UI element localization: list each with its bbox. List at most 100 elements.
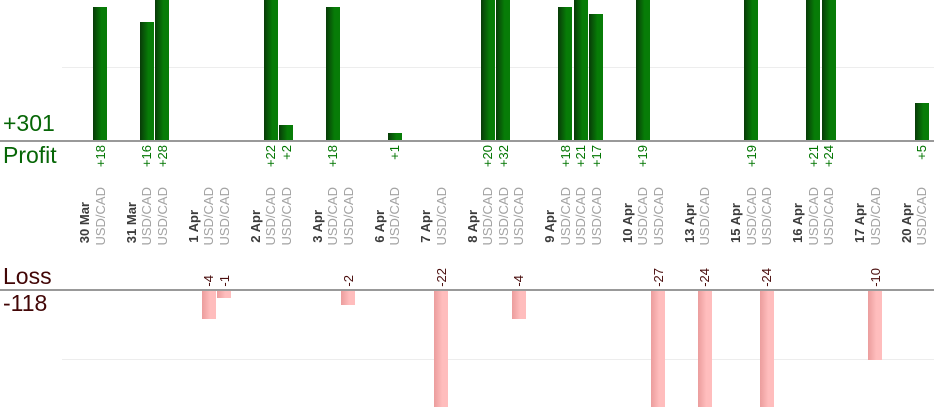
date-label: 1 Apr xyxy=(185,210,201,243)
profit-value-label: +19 xyxy=(743,145,759,168)
instrument-label: USD/CAD xyxy=(201,187,217,246)
loss-value-label: -2 xyxy=(340,275,356,287)
profit-bar xyxy=(744,0,759,140)
profit-bar xyxy=(387,132,402,140)
loss-value-label: -24 xyxy=(697,268,713,287)
profit-value-label: +24 xyxy=(821,145,837,168)
instrument-label: USD/CAD xyxy=(511,187,527,246)
profit-value-label: +20 xyxy=(480,145,496,168)
loss-value-label: -1 xyxy=(216,275,232,287)
date-label: 7 Apr xyxy=(418,210,434,243)
date-label: 6 Apr xyxy=(371,210,387,243)
profit-axis-line xyxy=(0,140,934,142)
profit-bar xyxy=(558,6,573,140)
date-label: 10 Apr xyxy=(619,203,635,243)
profit-total-value: +301 xyxy=(3,110,55,136)
loss-value-label: -4 xyxy=(201,275,217,287)
instrument-label: USD/CAD xyxy=(278,187,294,246)
instrument-label: USD/CAD xyxy=(154,187,170,246)
loss-value-label: -24 xyxy=(759,268,775,287)
instrument-label: USD/CAD xyxy=(650,187,666,246)
profit-value-label: +1 xyxy=(387,145,403,160)
loss-gridline xyxy=(62,359,934,360)
profit-bar xyxy=(480,0,495,140)
profit-bar xyxy=(821,0,836,140)
instrument-label: USD/CAD xyxy=(588,187,604,246)
instrument-label: USD/CAD xyxy=(821,187,837,246)
profit-value-label: +32 xyxy=(495,145,511,168)
instrument-label: USD/CAD xyxy=(697,187,713,246)
loss-bar xyxy=(201,291,216,319)
profit-value-label: +19 xyxy=(635,145,651,168)
profit-value-label: +21 xyxy=(573,145,589,168)
instrument-label: USD/CAD xyxy=(573,187,589,246)
date-label: 17 Apr xyxy=(852,203,868,243)
date-label: 15 Apr xyxy=(728,203,744,243)
date-label: 2 Apr xyxy=(247,210,263,243)
date-label: 3 Apr xyxy=(309,210,325,243)
loss-bar xyxy=(651,291,666,407)
loss-bar xyxy=(868,291,883,360)
profit-bar xyxy=(93,6,108,140)
profit-value-label: +22 xyxy=(263,145,279,168)
loss-value-label: -10 xyxy=(867,268,883,287)
date-label: 9 Apr xyxy=(542,210,558,243)
profit-value-label: +2 xyxy=(278,145,294,160)
instrument-label: USD/CAD xyxy=(387,187,403,246)
profit-bar xyxy=(635,0,650,140)
profit-value-label: +18 xyxy=(557,145,573,168)
date-label: 16 Apr xyxy=(790,203,806,243)
date-label: 30 Mar xyxy=(77,201,93,243)
instrument-label: USD/CAD xyxy=(480,187,496,246)
date-label: 20 Apr xyxy=(898,203,914,243)
loss-value-label: -22 xyxy=(433,268,449,287)
instrument-label: USD/CAD xyxy=(759,187,775,246)
profit-value-label: +17 xyxy=(588,145,604,168)
profit-bar xyxy=(914,103,929,140)
instrument-label: USD/CAD xyxy=(433,187,449,246)
loss-bar xyxy=(697,291,712,407)
instrument-label: USD/CAD xyxy=(914,187,930,246)
loss-bar xyxy=(341,291,356,305)
instrument-label: USD/CAD xyxy=(216,187,232,246)
loss-plot-area xyxy=(0,291,934,407)
date-label: 31 Mar xyxy=(123,201,139,243)
loss-value-label: -27 xyxy=(650,268,666,287)
profit-value-label: +18 xyxy=(325,145,341,168)
profit-total-label: Profit xyxy=(3,142,57,168)
profit-bar xyxy=(496,0,511,140)
instrument-label: USD/CAD xyxy=(325,187,341,246)
date-label: 8 Apr xyxy=(464,210,480,243)
instrument-label: USD/CAD xyxy=(805,187,821,246)
loss-bar xyxy=(759,291,774,407)
loss-axis-line xyxy=(0,289,934,291)
profit-bar xyxy=(263,0,278,140)
profit-value-label: +5 xyxy=(914,145,930,160)
instrument-label: USD/CAD xyxy=(867,187,883,246)
date-label: 13 Apr xyxy=(681,203,697,243)
loss-value-label: -4 xyxy=(511,275,527,287)
instrument-label: USD/CAD xyxy=(340,187,356,246)
profit-value-label: +18 xyxy=(92,145,108,168)
instrument-label: USD/CAD xyxy=(495,187,511,246)
profit-bar xyxy=(279,125,294,140)
profit-bar xyxy=(139,21,154,140)
instrument-label: USD/CAD xyxy=(263,187,279,246)
profit-value-label: +21 xyxy=(805,145,821,168)
instrument-label: USD/CAD xyxy=(139,187,155,246)
profit-value-label: +16 xyxy=(139,145,155,168)
instrument-label: USD/CAD xyxy=(92,187,108,246)
loss-bar xyxy=(511,291,526,319)
profit-bar xyxy=(155,0,170,140)
profit-bar xyxy=(806,0,821,140)
profit-plot-area xyxy=(0,0,934,140)
instrument-label: USD/CAD xyxy=(557,187,573,246)
loss-total-value: -118 xyxy=(3,290,48,316)
loss-bar xyxy=(434,291,449,407)
profit-bar xyxy=(589,14,604,140)
profit-bar xyxy=(573,0,588,140)
instrument-label: USD/CAD xyxy=(743,187,759,246)
loss-total-label: Loss xyxy=(3,263,52,289)
profit-bar xyxy=(325,6,340,140)
